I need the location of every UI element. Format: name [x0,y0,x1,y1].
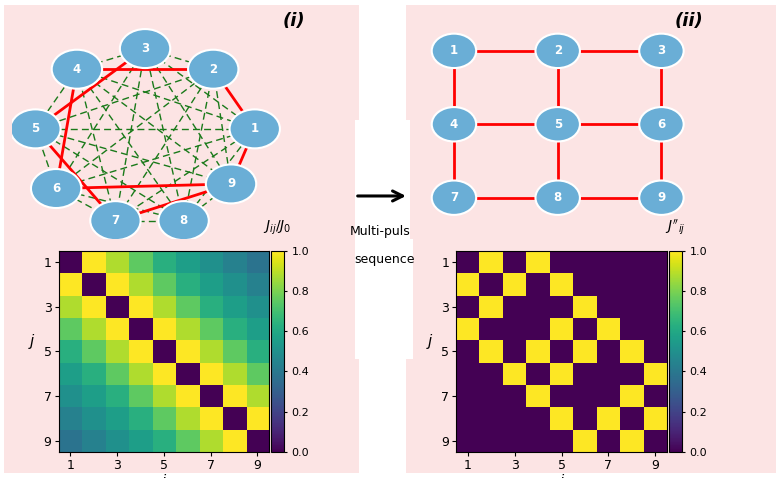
Text: 6: 6 [658,118,665,131]
Text: 6: 6 [52,182,60,195]
Circle shape [535,107,580,141]
Circle shape [158,201,209,240]
Text: $J''_{ij}$: $J''_{ij}$ [665,217,686,237]
Text: 9: 9 [658,191,665,204]
Text: 7: 7 [112,214,119,227]
Circle shape [639,107,683,141]
Text: 7: 7 [450,191,458,204]
Text: 5: 5 [31,122,40,135]
Circle shape [535,33,580,68]
Y-axis label: $j$: $j$ [427,332,434,351]
X-axis label: $i$: $i$ [558,473,565,478]
Text: Multi-pulse: Multi-pulse [350,225,418,238]
Circle shape [639,181,683,215]
Circle shape [535,181,580,215]
Circle shape [432,181,477,215]
Text: 1: 1 [250,122,259,135]
Text: 3: 3 [141,42,149,55]
Text: 2: 2 [209,63,218,76]
Circle shape [639,33,683,68]
Text: 4: 4 [73,63,81,76]
Circle shape [120,29,170,68]
Text: (ii): (ii) [674,12,703,30]
Circle shape [188,50,239,89]
Circle shape [432,107,477,141]
Text: 1: 1 [450,44,458,57]
Circle shape [229,109,280,148]
Circle shape [206,164,256,204]
Circle shape [31,169,81,208]
Text: 2: 2 [554,44,562,57]
Text: 4: 4 [450,118,458,131]
Text: 8: 8 [179,214,188,227]
Circle shape [90,201,140,240]
Circle shape [432,33,477,68]
Text: $J_{ij}/J_0$: $J_{ij}/J_0$ [264,218,292,237]
Text: 3: 3 [658,44,665,57]
Text: sequence: sequence [354,253,414,266]
Text: 8: 8 [554,191,562,204]
Y-axis label: $j$: $j$ [29,332,37,351]
Text: 9: 9 [227,177,235,190]
X-axis label: $i$: $i$ [161,473,167,478]
Text: 5: 5 [554,118,562,131]
Text: (i): (i) [282,12,305,30]
Circle shape [51,50,102,89]
Circle shape [10,109,61,148]
